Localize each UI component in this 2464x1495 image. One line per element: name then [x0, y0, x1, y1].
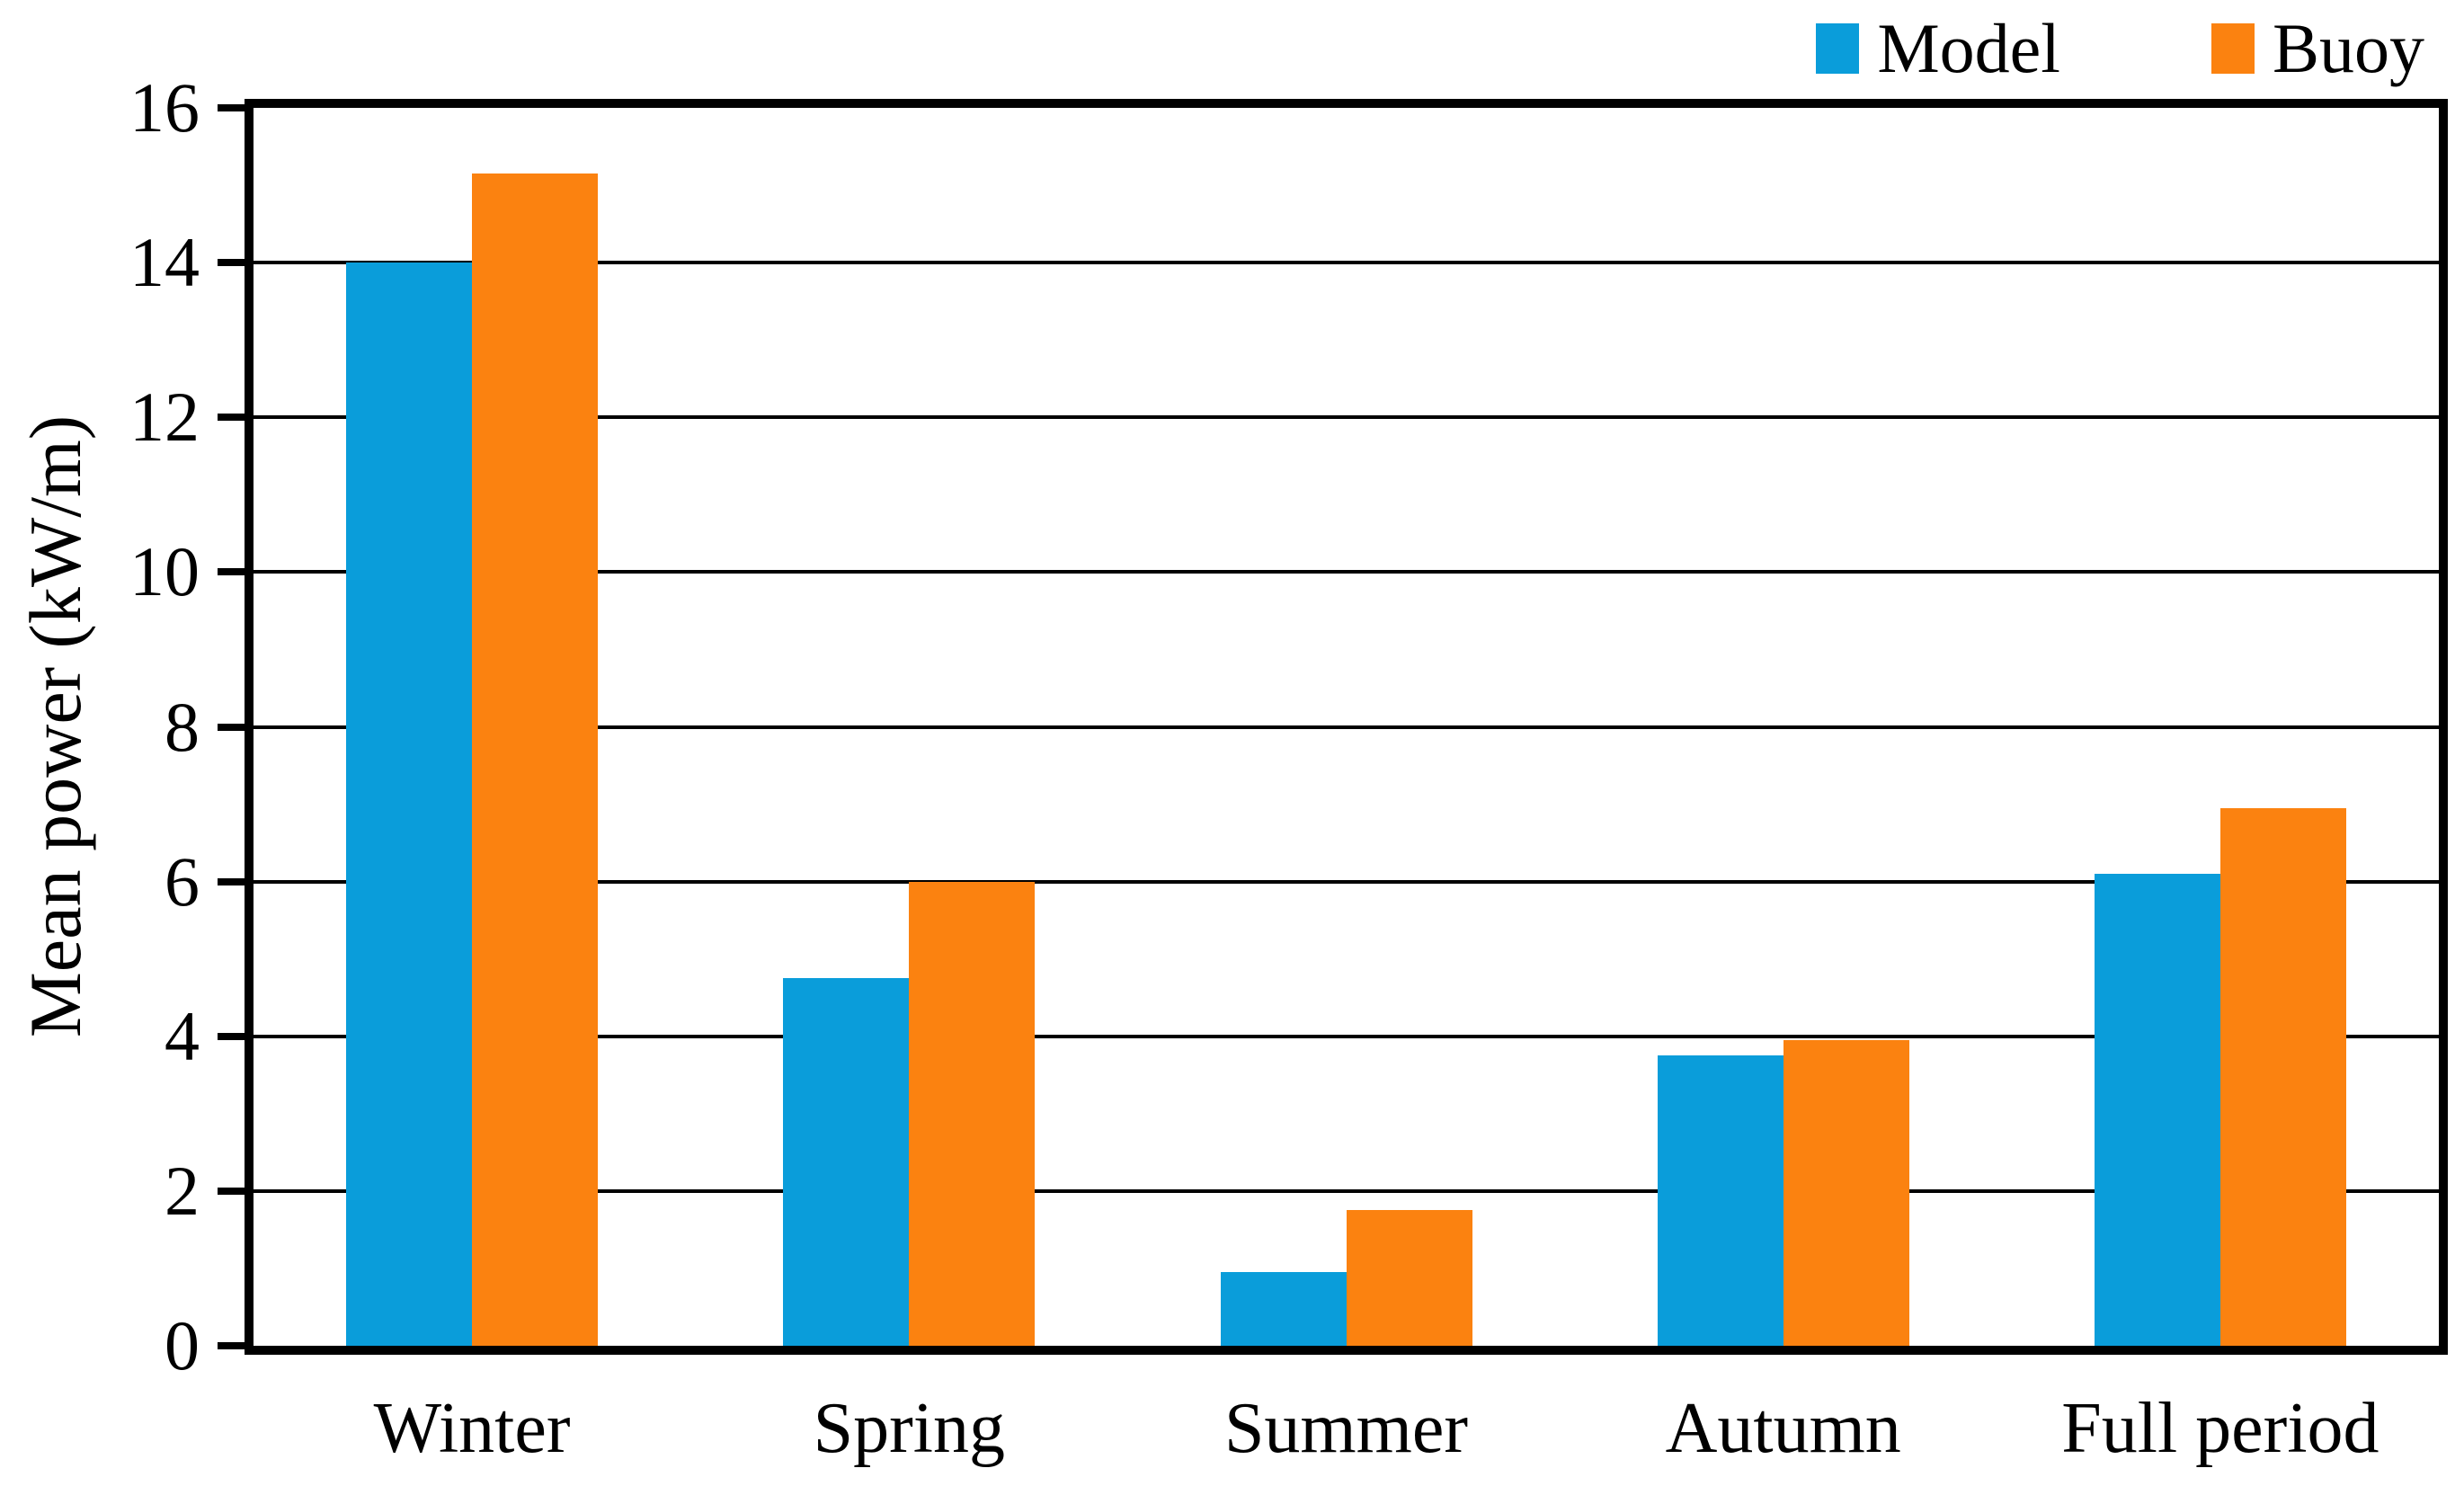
legend-item-model: Model: [1816, 11, 2060, 86]
gridline-y8: [254, 725, 2439, 729]
bar-model-winter: [346, 263, 473, 1346]
category-label-full-period: Full period: [2061, 1389, 2379, 1468]
y-tick-16: [218, 104, 246, 111]
bar-model-spring: [783, 978, 910, 1346]
gridline-y6: [254, 879, 2439, 884]
bar-buoy-spring: [909, 881, 1036, 1346]
y-tick-10: [218, 568, 246, 576]
y-tick-4: [218, 1032, 246, 1040]
y-tick-label-16: 16: [129, 68, 200, 147]
y-tick-12: [218, 414, 246, 422]
plot-area: 0 2 4 6 8 10 12 14 16 Winter Spring Summer Autumn Ful…: [129, 73, 2448, 1464]
bar-buoy-autumn: [1783, 1040, 1909, 1346]
y-tick-label-8: 8: [165, 687, 200, 766]
category-label-spring: Spring: [813, 1389, 1005, 1468]
y-tick-8: [218, 723, 246, 731]
gridline-y10: [254, 570, 2439, 574]
category-label-winter: Winter: [373, 1389, 571, 1468]
legend: Model Buoy: [1816, 11, 2424, 86]
gridline-y14: [254, 261, 2439, 265]
category-label-autumn: Autumn: [1665, 1389, 1901, 1468]
legend-item-buoy: Buoy: [2210, 9, 2424, 87]
legend-label-buoy: Buoy: [2272, 9, 2424, 87]
gridline-y12: [254, 415, 2439, 420]
bar-buoy-winter: [472, 174, 599, 1346]
bar-buoy-full-period: [2219, 807, 2346, 1346]
gridline-y2: [254, 1188, 2439, 1193]
y-tick-label-10: 10: [129, 532, 200, 611]
buoy-swatch-icon: [2210, 23, 2255, 74]
model-swatch-icon: [1816, 23, 1860, 74]
bar-model-autumn: [1657, 1055, 1784, 1346]
category-label-summer: Summer: [1223, 1389, 1469, 1468]
y-tick-label-4: 4: [165, 996, 200, 1075]
y-tick-14: [218, 259, 246, 267]
gridline-y4: [254, 1034, 2439, 1038]
y-tick-0: [218, 1342, 246, 1349]
y-tick-2: [218, 1187, 246, 1195]
bar-buoy-summer: [1346, 1210, 1472, 1346]
y-tick-label-2: 2: [165, 1151, 200, 1230]
bar-model-summer: [1220, 1272, 1347, 1346]
y-tick-6: [218, 877, 246, 885]
y-tick-label-0: 0: [165, 1306, 200, 1384]
bar-model-full-period: [2094, 874, 2220, 1346]
y-tick-label-12: 12: [129, 378, 200, 457]
y-tick-label-14: 14: [129, 223, 200, 302]
y-tick-label-6: 6: [165, 841, 200, 921]
legend-label-model: Model: [1877, 9, 2060, 87]
